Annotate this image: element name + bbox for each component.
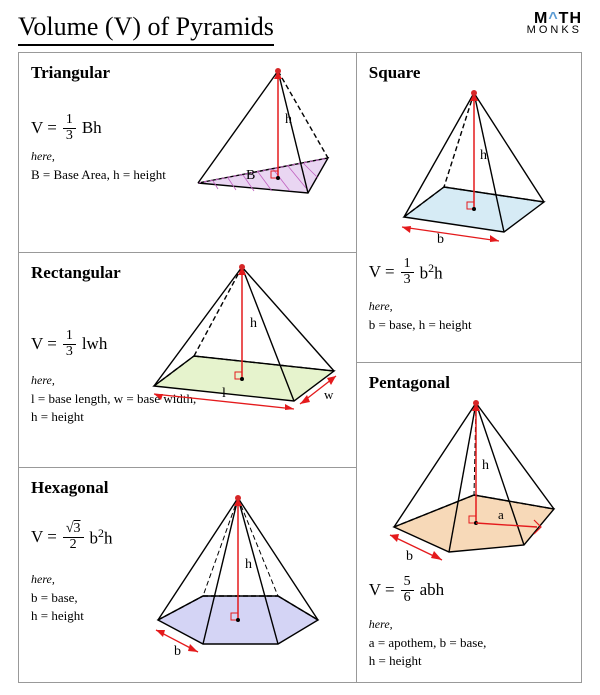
triangular-h-label: h [285,112,292,127]
rectangular-frac: 1 3 [63,329,76,359]
square-pyramid-icon: h b [379,87,559,247]
square-here: here, [369,299,569,314]
triangular-lhs: V = [31,118,57,138]
logo-line2: MONKS [527,26,582,36]
triangular-rhs: Bh [82,118,102,138]
page-root: Volume (V) of Pyramids M^TH MONKS Triang… [0,0,600,695]
left-column: Triangular [19,53,357,683]
pentagonal-title: Pentagonal [369,373,569,393]
right-column: Square h [357,53,582,683]
hexagonal-rhs: b [90,529,99,548]
pentagonal-pyramid-icon: h a b [374,397,564,567]
square-lhs: V = [369,262,395,282]
triangular-frac: 1 3 [63,113,76,143]
pentagonal-lhs: V = [369,580,395,600]
cell-pentagonal: Pentagonal [357,363,582,683]
content-grid: Triangular [18,52,582,683]
hexagonal-pyramid-icon: h b [138,492,338,660]
triangular-pyramid-icon: h B [168,63,338,203]
hexagonal-lhs: V = [31,527,57,547]
rectangular-l-label: l [222,386,226,401]
square-h-label: h [480,148,487,163]
square-title: Square [369,63,569,83]
rectangular-lhs: V = [31,334,57,354]
pentagonal-legend: a = apothem, b = base, h = height [369,634,569,669]
header: Volume (V) of Pyramids M^TH MONKS [18,12,582,46]
pentagonal-a-label: a [498,507,504,522]
rectangular-h-label: h [250,316,257,331]
cell-rectangular: Rectangular [19,253,357,468]
logo: M^TH MONKS [527,12,582,36]
hexagonal-h-label: h [245,557,252,572]
hexagonal-frac: √3 2 [63,522,84,552]
square-b-label: b [437,232,444,247]
pentagonal-frac: 5 6 [401,575,414,605]
rectangular-pyramid-icon: h l w [124,261,344,411]
pentagonal-formula: V = 5 6 abh [369,575,569,605]
cell-hexagonal: Hexagonal [19,468,357,683]
triangular-b-label: B [246,168,255,183]
square-formula: V = 1 3 b2h [369,257,569,287]
pentagonal-b-label: b [406,549,413,564]
rectangular-rhs: lwh [82,334,108,354]
pentagonal-rhs: abh [420,580,445,600]
cell-square: Square h [357,53,582,363]
square-frac: 1 3 [401,257,414,287]
cell-triangular: Triangular [19,53,357,253]
pentagonal-here: here, [369,617,569,632]
page-title: Volume (V) of Pyramids [18,12,274,46]
square-rhs: b [420,264,429,283]
hexagonal-b-label: b [174,644,181,659]
square-legend: b = base, h = height [369,316,569,334]
rectangular-w-label: w [324,387,334,402]
pentagonal-h-label: h [482,458,489,473]
